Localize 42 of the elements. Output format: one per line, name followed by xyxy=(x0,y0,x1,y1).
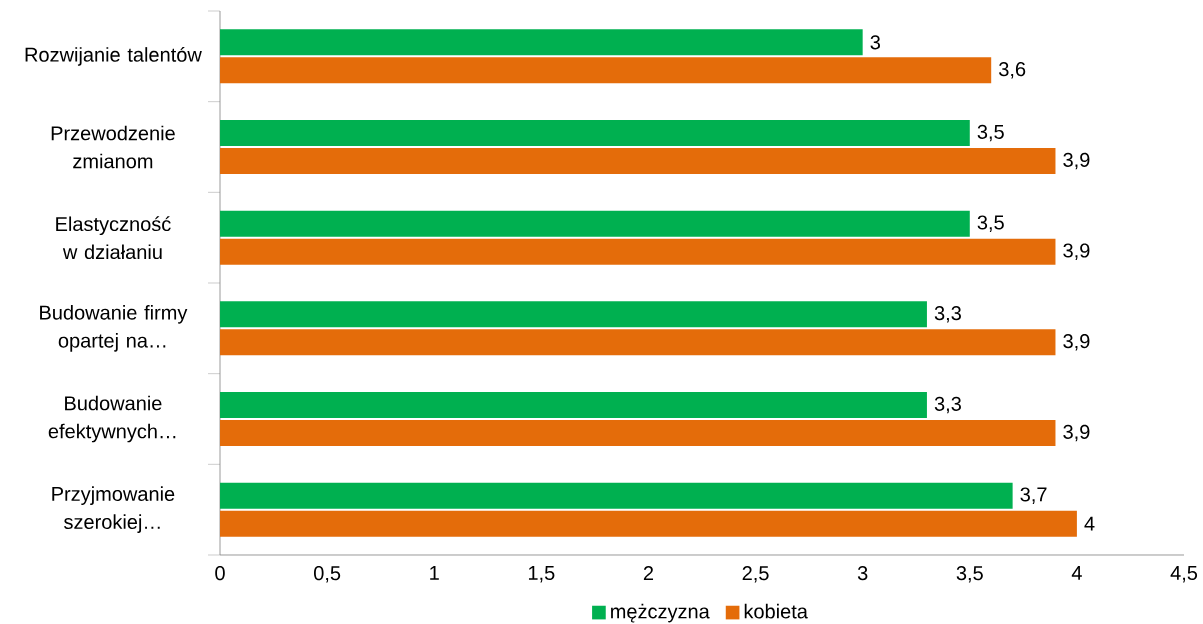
bar xyxy=(220,148,1056,174)
bar xyxy=(220,301,927,328)
x-tick-label: 4,5 xyxy=(1170,566,1198,583)
data-label: 3,3 xyxy=(934,306,961,323)
data-label: 3,5 xyxy=(977,124,1004,142)
legend-label: mężczyzna xyxy=(611,603,710,623)
data-label: 3,5 xyxy=(977,215,1004,232)
data-label: 3,9 xyxy=(1063,243,1090,260)
bar xyxy=(220,29,863,56)
x-tick-label: 0 xyxy=(215,566,225,581)
data-label: 3,9 xyxy=(1063,424,1090,442)
bar xyxy=(220,210,970,237)
x-tick-label: 1,5 xyxy=(528,566,555,583)
y-tick-label: Przewodzenie zmianom xyxy=(51,125,175,169)
bar xyxy=(220,391,927,418)
bar xyxy=(220,482,1013,509)
data-label: 3,9 xyxy=(1063,152,1090,170)
data-label: 3,3 xyxy=(934,396,961,414)
bar xyxy=(220,329,1056,356)
x-tick-label: 1 xyxy=(430,566,439,580)
y-tick-label: Rozwijanie talentów xyxy=(25,46,202,66)
data-label: 3,7 xyxy=(1020,487,1047,504)
legend-label: kobieta xyxy=(744,603,808,619)
x-tick-label: 0,5 xyxy=(314,566,341,583)
bar xyxy=(220,419,1056,446)
bar xyxy=(220,238,1056,265)
data-label: 4 xyxy=(1084,516,1095,531)
y-tick-label: Budowanie efektywnych… xyxy=(48,395,176,443)
y-tick-label: Elastyczność w działaniu xyxy=(56,216,171,260)
y-tick-label: Budowanie firmy opartej na… xyxy=(40,305,188,352)
data-label: 3 xyxy=(870,35,880,50)
x-tick-label: 3 xyxy=(857,566,868,581)
bar xyxy=(220,120,970,146)
data-label: 3,6 xyxy=(999,62,1026,79)
data-label: 3,9 xyxy=(1063,334,1090,351)
bar xyxy=(220,510,1077,537)
x-tick-label: 4 xyxy=(1071,566,1082,580)
bar xyxy=(220,57,992,84)
x-tick-label: 3,5 xyxy=(956,566,983,583)
x-tick-label: 2,5 xyxy=(742,566,769,583)
x-tick-label: 2 xyxy=(643,566,654,581)
y-tick-label: Przyjmowanie szerokiej… xyxy=(52,486,175,533)
